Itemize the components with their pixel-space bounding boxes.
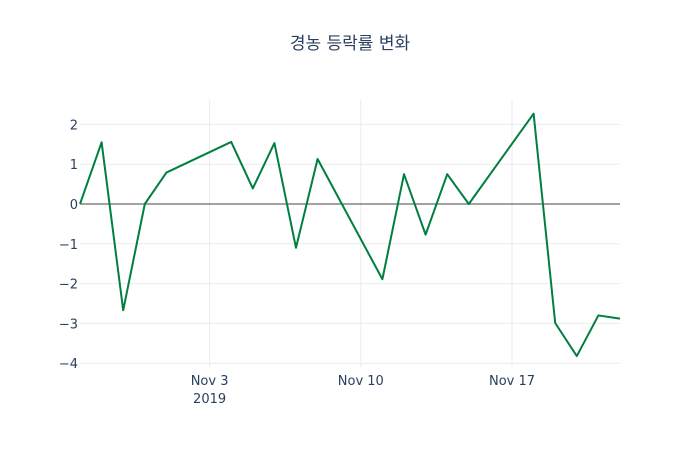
y-tick-label: −4 xyxy=(59,357,78,372)
y-tick-label: 0 xyxy=(70,198,78,213)
x-tick-label: Nov 3 xyxy=(191,374,229,389)
x-tick-label: Nov 10 xyxy=(338,374,384,389)
y-tick-label: 1 xyxy=(70,158,78,173)
x-tick-label: Nov 17 xyxy=(489,374,535,389)
x-tick-sublabel: 2019 xyxy=(193,392,226,407)
y-tick-label: −3 xyxy=(59,317,78,332)
chart-title: 경농 등락률 변화 xyxy=(290,34,411,54)
y-tick-label: −1 xyxy=(59,238,78,253)
y-tick-label: 2 xyxy=(70,118,78,133)
y-tick-label: −2 xyxy=(59,278,78,293)
series-line xyxy=(79,112,621,358)
